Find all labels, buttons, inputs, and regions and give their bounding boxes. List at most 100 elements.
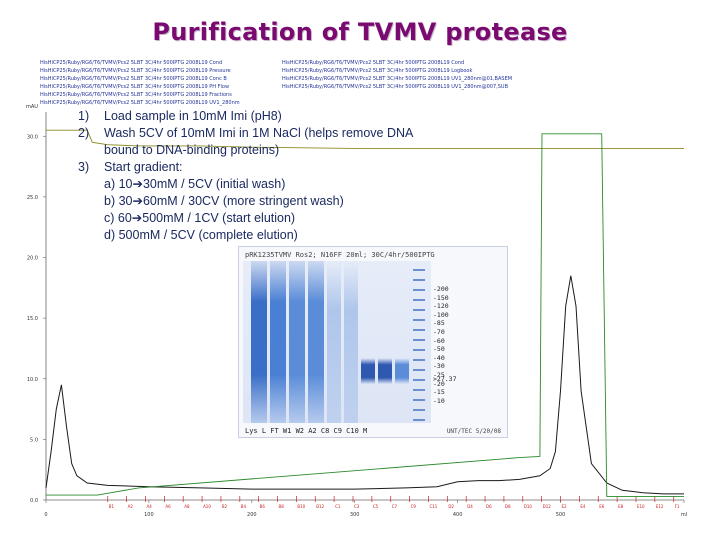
x-tick-label: 200 [247, 512, 257, 518]
gel-date: UNT/TEC 5/20/08 [446, 428, 501, 435]
gel-lane [413, 261, 425, 423]
x-tick-label: ml [681, 512, 687, 518]
protocol-step: 3) Start gradient: [78, 159, 518, 176]
fraction-label: C1 [335, 504, 341, 509]
step-number: 2) [78, 126, 90, 140]
fraction-label: C5 [373, 504, 379, 509]
legend-row: HisHiCP25/Ruby/RG6/T6/TVMV/Pcs2 5LBT 3C/… [40, 68, 231, 74]
gel-lane [270, 261, 286, 423]
legend-row: HisHiCP25/Ruby/RG6/T6/TVMV/Pcs2 5LBT 3C/… [40, 92, 232, 98]
fraction-label: E4 [580, 504, 586, 509]
y-tick-label: 30.0 [27, 134, 38, 140]
y-axis-label: mAU [26, 104, 38, 110]
fraction-label: B10 [297, 504, 305, 509]
fraction-label: E10 [637, 504, 645, 509]
x-tick-label: 400 [453, 512, 463, 518]
step-text: bound to DNA-binding proteins) [104, 143, 280, 157]
legend-row: HisHiCP25/Ruby/RG6/T6/TVMV/Pcs2 5LBT 3C/… [282, 60, 465, 66]
gel-lane [395, 261, 409, 423]
marker-label: -70 [433, 327, 445, 336]
conc_b-trace [46, 133, 684, 497]
gel-lane [361, 261, 375, 423]
fraction-label: B4 [241, 504, 247, 509]
legend-row: HisHiCP25/Ruby/RG6/T6/TVMV/Pcs2 5LBT 3C/… [40, 60, 223, 66]
fraction-label: B1 [109, 504, 115, 509]
gel-image [243, 261, 431, 423]
step-number: 3) [78, 160, 90, 174]
step-number: 1) [78, 109, 90, 123]
marker-label: -100 [433, 310, 449, 319]
fraction-label: D10 [524, 504, 533, 509]
marker-label: -15 [433, 388, 445, 397]
uv-trace [45, 275, 684, 495]
y-tick-label: 25.0 [27, 195, 38, 201]
legend-row: HisHiCP25/Ruby/RG6/T6/TVMV/Pcs2 5LBT 3C/… [282, 68, 473, 74]
fraction-label: B8 [279, 504, 285, 509]
y-tick-label: 15.0 [27, 316, 38, 322]
gel-caption: pRK1235TVMV Ros2; N16FF 20ml; 30C/4hr/50… [245, 251, 435, 259]
fraction-label: E8 [618, 504, 624, 509]
fraction-label: B6 [260, 504, 266, 509]
x-tick-label: 500 [556, 512, 566, 518]
fraction-label: E12 [656, 504, 664, 509]
step-text: Wash 5CV of 10mM Imi in 1M NaCl (helps r… [104, 126, 414, 140]
gel-lane [378, 261, 392, 423]
fraction-label: F1 [675, 504, 680, 509]
fraction-label: B12 [316, 504, 324, 509]
sds-page-gel: pRK1235TVMV Ros2; N16FF 20ml; 30C/4hr/50… [238, 246, 508, 438]
marker-label: -200 [433, 285, 449, 293]
step-text: Load sample in 10mM Imi (pH8) [104, 109, 282, 123]
x-tick-label: 0 [44, 512, 47, 518]
x-tick-label: 300 [350, 512, 360, 518]
marker-label: -10 [433, 396, 445, 405]
gel-lane [327, 261, 341, 423]
fraction-label: C7 [392, 504, 398, 509]
fraction-label: C11 [429, 504, 437, 509]
gradient-substep: d) 500mM / 5CV (complete elution) [104, 228, 298, 242]
fraction-label: E6 [599, 504, 605, 509]
marker-label: -50 [433, 345, 445, 354]
fraction-label: E2 [562, 504, 568, 509]
band-annotation: >27.37 [433, 375, 457, 383]
fraction-label: A2 [128, 504, 134, 509]
fraction-label: A10 [203, 504, 211, 509]
fraction-label: B2 [222, 504, 228, 509]
step-text: Start gradient: [104, 160, 183, 174]
conductivity-trace [46, 129, 684, 149]
gel-lane [308, 261, 324, 423]
protocol-step: 1) Load sample in 10mM Imi (pH8) [78, 108, 518, 125]
y-tick-label: 10.0 [27, 377, 38, 383]
marker-label: -60 [433, 336, 445, 345]
legend-row: HisHiCP25/Ruby/RG6/T6/TVMV/Pcs2 5LBT 3C/… [40, 84, 230, 90]
protocol-step: 2) Wash 5CV of 10mM Imi in 1M NaCl (helps… [78, 125, 518, 142]
slide-title: Purification of TVMV protease [152, 18, 568, 46]
legend-row: HisHiCP25/Ruby/RG6/T6/TVMV/Pcs2 5LBT 3C/… [282, 84, 509, 90]
fraction-label: C3 [354, 504, 360, 509]
gradient-substep: c) 60➔500mM / 1CV (start elution) [104, 211, 296, 225]
y-tick-label: 0.0 [30, 498, 38, 504]
gel-lane [289, 261, 305, 423]
marker-label: -40 [433, 353, 445, 362]
marker-label: -30 [433, 362, 445, 371]
marker-label: -120 [433, 302, 449, 311]
gel-lane [251, 261, 267, 423]
y-tick-label: 5.0 [30, 437, 38, 443]
fraction-label: D4 [467, 504, 473, 509]
lane-labels: Lys L FT W1 W2 A2 C8 C9 C10 M [245, 427, 368, 435]
gradient-substep: b) 30➔60mM / 30CV (more stringent wash) [104, 194, 344, 208]
legend-row: HisHiCP25/Ruby/RG6/T6/TVMV/Pcs2 5LBT 3C/… [282, 76, 513, 82]
x-tick-label: 100 [144, 512, 154, 518]
marker-label: -20 [433, 379, 445, 388]
gel-lane [344, 261, 358, 423]
protocol-steps: 1) Load sample in 10mM Imi (pH8) 2) Wash 5… [78, 108, 518, 244]
fraction-label: A8 [184, 504, 190, 509]
fraction-label: A6 [165, 504, 171, 509]
fraction-label: D2 [448, 504, 454, 509]
protocol-step: bound to DNA-binding proteins) [78, 142, 518, 159]
fraction-label: D12 [543, 504, 552, 509]
legend-row: HisHiCP25/Ruby/RG6/T6/TVMV/Pcs2 5LBT 3C/… [40, 76, 227, 82]
legend-row: HisHiCP25/Ruby/RG6/T6/TVMV/Pcs2 5LBT 3C/… [40, 100, 240, 106]
gradient-substep: a) 10➔30mM / 5CV (initial wash) [104, 177, 286, 191]
marker-label: -85 [433, 319, 445, 328]
